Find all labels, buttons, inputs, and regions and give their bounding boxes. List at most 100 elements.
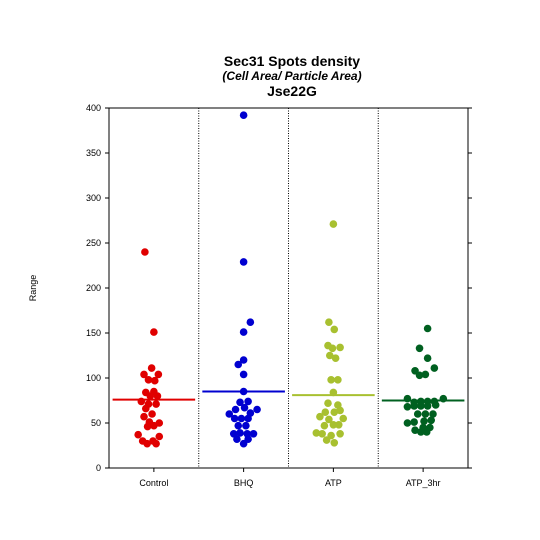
data-point bbox=[334, 376, 342, 384]
data-point bbox=[324, 399, 332, 408]
data-point bbox=[239, 258, 248, 266]
data-point bbox=[233, 435, 241, 444]
data-point bbox=[423, 324, 432, 333]
data-point bbox=[403, 419, 412, 427]
data-point bbox=[410, 402, 418, 410]
data-point bbox=[240, 403, 249, 412]
data-point bbox=[152, 439, 160, 448]
data-point bbox=[225, 410, 234, 418]
data-point bbox=[422, 428, 431, 436]
data-point bbox=[249, 430, 258, 438]
data-point bbox=[330, 408, 339, 417]
data-point bbox=[236, 398, 244, 407]
plot-area: 0 50 100 150 200 250 300 350 400 Control BHQ ATP ATP… bbox=[86, 103, 472, 488]
y-tick-label: 150 bbox=[86, 328, 101, 338]
data-point bbox=[325, 415, 333, 424]
data-point bbox=[150, 421, 158, 430]
data-point bbox=[336, 406, 344, 415]
y-tick-label: 50 bbox=[91, 418, 101, 428]
data-point bbox=[339, 414, 348, 423]
data-point bbox=[237, 414, 246, 423]
data-point bbox=[153, 392, 162, 400]
x-tick-label: Control bbox=[139, 478, 168, 488]
data-point bbox=[321, 408, 330, 417]
data-point bbox=[246, 318, 255, 327]
data-point bbox=[411, 426, 419, 435]
data-point bbox=[148, 410, 156, 418]
data-point bbox=[417, 402, 425, 410]
y-tick-label: 100 bbox=[86, 373, 101, 383]
data-point bbox=[316, 412, 324, 421]
data-point bbox=[155, 432, 164, 441]
data-point bbox=[410, 418, 418, 426]
data-point bbox=[152, 400, 160, 408]
data-point bbox=[312, 429, 321, 437]
chart-title: Sec31 Spots density bbox=[224, 53, 360, 69]
data-point bbox=[336, 430, 344, 438]
data-point bbox=[140, 370, 148, 379]
data-point bbox=[329, 421, 338, 429]
data-point bbox=[336, 343, 344, 352]
data-point bbox=[427, 416, 436, 425]
data-point bbox=[421, 410, 430, 418]
y-tick-label: 350 bbox=[86, 148, 101, 158]
y-tick-label: 200 bbox=[86, 283, 101, 293]
data-point bbox=[239, 439, 248, 448]
y-tick-label: 300 bbox=[86, 193, 101, 203]
chart-subtitle: (Cell Area/ Particle Area) bbox=[222, 69, 361, 83]
data-point bbox=[154, 370, 163, 379]
data-point bbox=[144, 376, 153, 384]
data-point bbox=[150, 328, 158, 336]
y-tick-label: 0 bbox=[96, 463, 101, 473]
data-point bbox=[253, 405, 261, 414]
y-tick-label: 250 bbox=[86, 238, 101, 248]
data-point bbox=[242, 421, 250, 430]
data-point bbox=[320, 421, 329, 430]
data-point bbox=[415, 371, 424, 380]
data-point bbox=[429, 410, 437, 418]
data-point bbox=[331, 354, 340, 363]
data-point bbox=[417, 428, 425, 436]
data-point bbox=[403, 403, 412, 411]
data-point bbox=[141, 248, 149, 256]
x-tick-label: ATP_3hr bbox=[406, 478, 441, 488]
data-point bbox=[329, 220, 338, 228]
chart-subtitle-2: Jse22G bbox=[267, 83, 317, 99]
data-point bbox=[327, 376, 335, 384]
data-point bbox=[234, 421, 243, 430]
data-point bbox=[325, 351, 334, 360]
data-point bbox=[430, 364, 439, 372]
data-point bbox=[325, 318, 333, 327]
data-point bbox=[236, 429, 244, 437]
data-point bbox=[415, 344, 424, 353]
data-point bbox=[421, 370, 430, 379]
data-point bbox=[150, 376, 159, 385]
data-point bbox=[140, 412, 148, 421]
data-point bbox=[423, 402, 432, 410]
data-point bbox=[239, 370, 248, 379]
data-point bbox=[239, 356, 248, 364]
data-point bbox=[413, 410, 422, 418]
data-point bbox=[330, 439, 339, 447]
data-point bbox=[244, 397, 252, 406]
data-point bbox=[244, 414, 252, 423]
data-point bbox=[334, 421, 343, 429]
x-tick-label: BHQ bbox=[234, 478, 254, 488]
data-point bbox=[234, 360, 243, 369]
y-axis-label: Range bbox=[28, 275, 38, 302]
data-point bbox=[239, 328, 248, 336]
data-point bbox=[431, 401, 440, 409]
data-point bbox=[239, 111, 248, 119]
y-tick-label: 400 bbox=[86, 103, 101, 113]
data-point bbox=[330, 325, 339, 334]
data-point bbox=[318, 430, 326, 438]
data-point bbox=[231, 405, 240, 414]
data-point bbox=[147, 364, 156, 372]
data-point bbox=[143, 439, 151, 448]
data-point bbox=[143, 422, 152, 431]
data-point bbox=[423, 354, 432, 363]
x-tick-label: ATP bbox=[325, 478, 342, 488]
data-point bbox=[322, 436, 331, 444]
data-point bbox=[230, 414, 239, 423]
